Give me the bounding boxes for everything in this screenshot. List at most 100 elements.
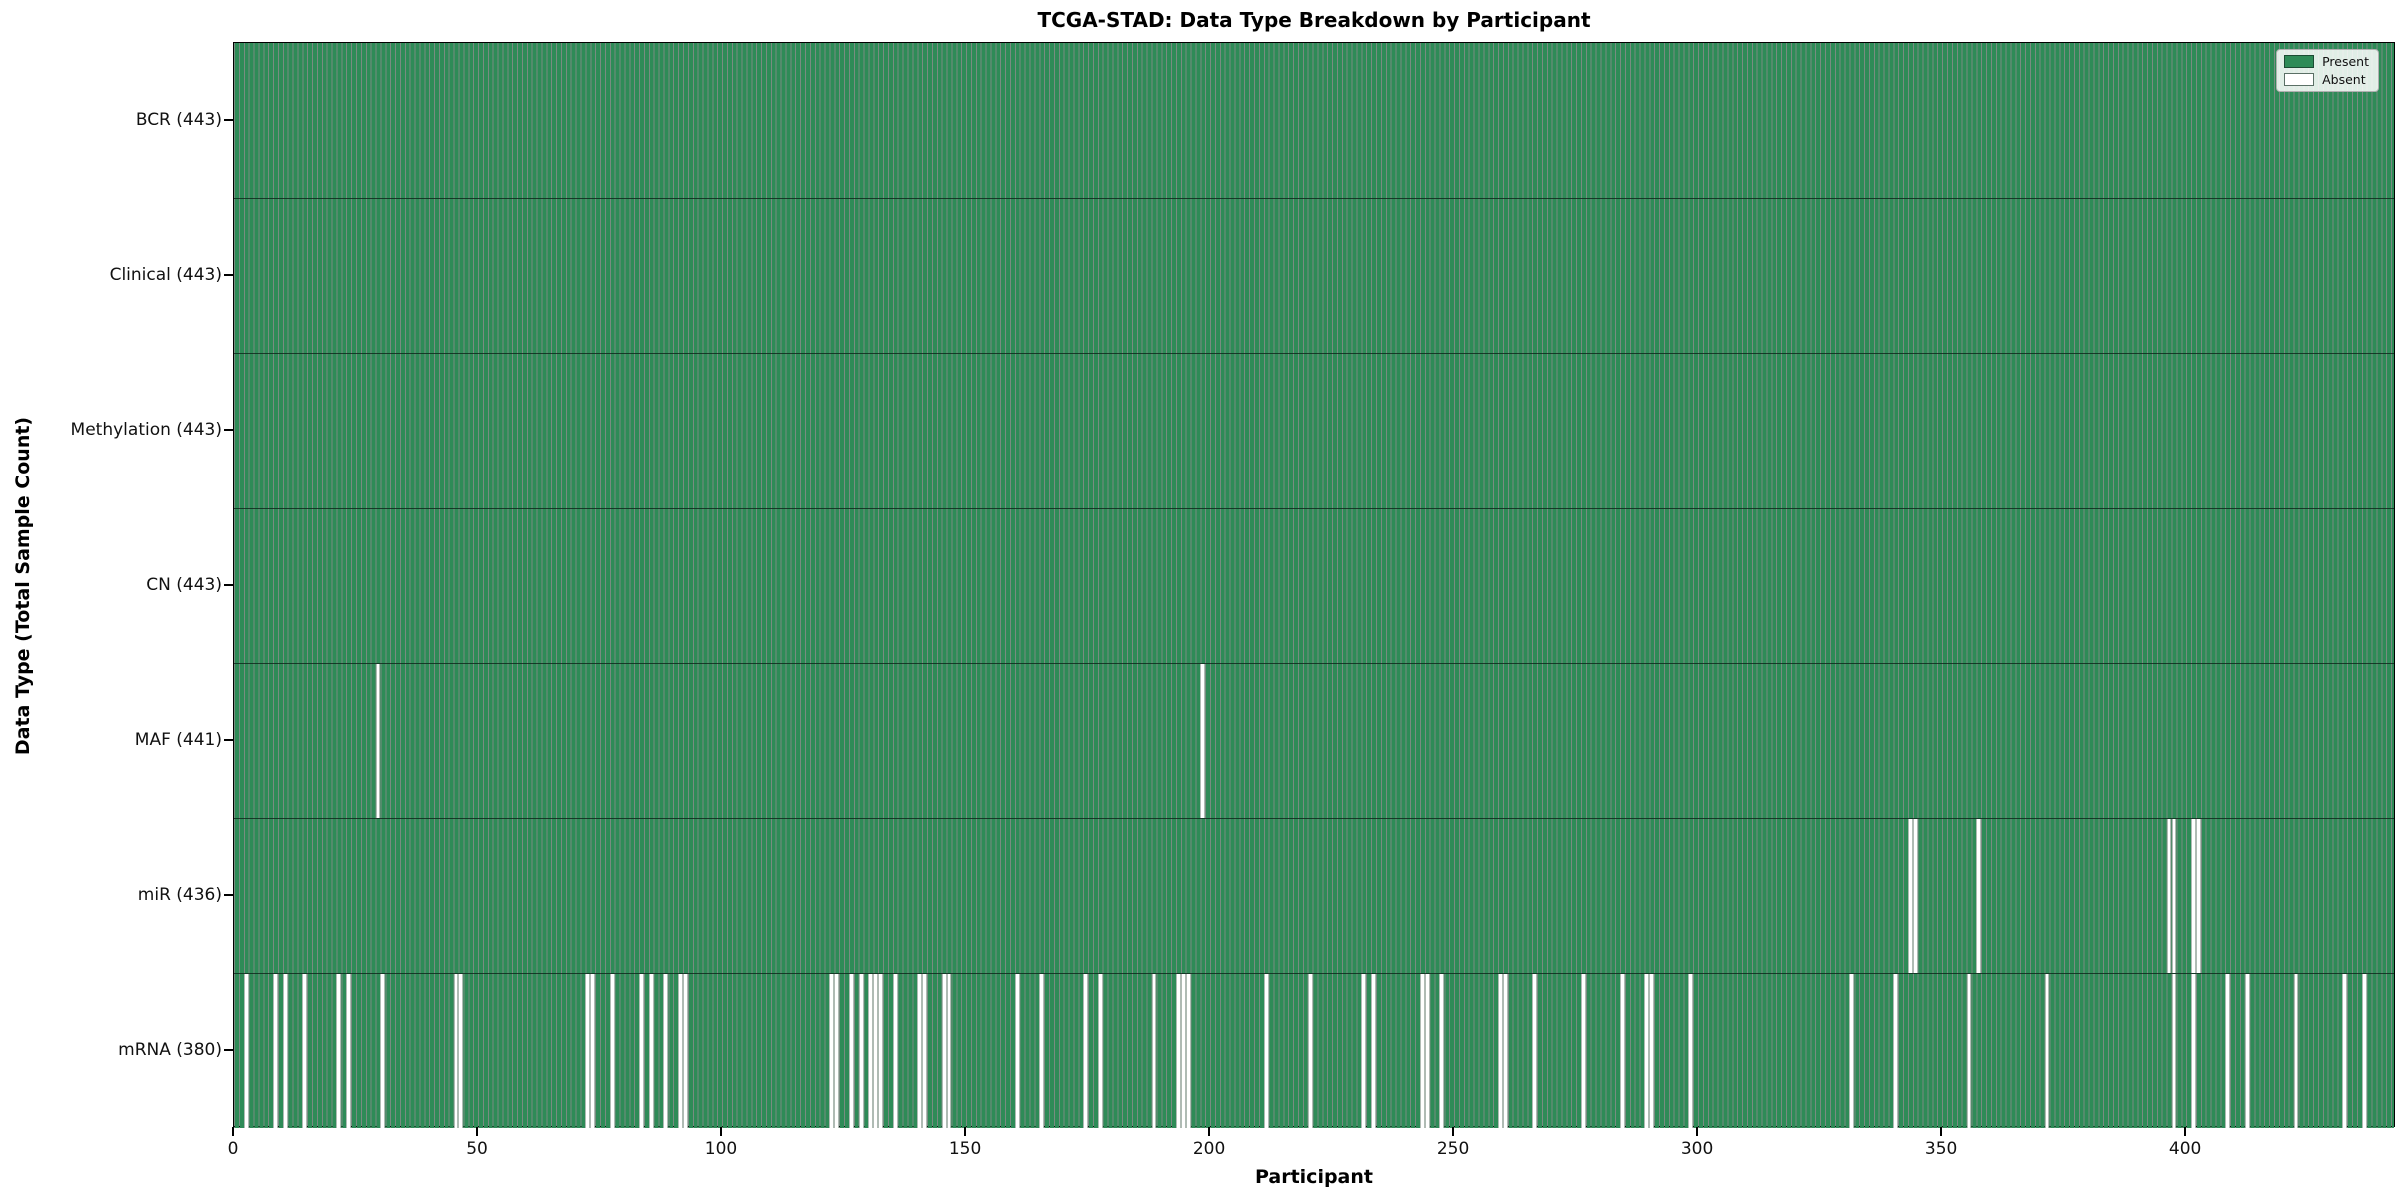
absent-stripe — [873, 974, 879, 1128]
legend-absent-label: Absent — [2322, 72, 2366, 87]
absent-stripe — [663, 974, 669, 1128]
absent-stripe — [2361, 974, 2367, 1128]
legend: Present Absent — [2276, 49, 2379, 92]
absent-stripe — [1361, 974, 1367, 1128]
absent-stripe — [1371, 974, 1376, 1128]
ytick-label-maf: MAF (441) — [134, 729, 222, 750]
absent-swatch — [2284, 73, 2315, 86]
absent-stripe — [1907, 819, 1913, 973]
absent-stripe — [1688, 974, 1694, 1128]
absent-stripe — [1097, 974, 1103, 1128]
absent-stripe — [585, 974, 591, 1128]
ytick-mark — [224, 893, 233, 896]
absent-stripe — [302, 974, 308, 1128]
absent-stripe — [1185, 974, 1191, 1128]
absent-stripe — [848, 974, 854, 1128]
ytick-mark — [224, 273, 233, 276]
row-mrna — [234, 973, 2394, 1128]
row-mir — [234, 818, 2394, 973]
absent-stripe — [1580, 974, 1586, 1128]
absent-stripe — [829, 974, 835, 1128]
ytick-mark — [224, 118, 233, 121]
absent-stripe — [2044, 974, 2050, 1128]
ytick-label-cn: CN (443) — [146, 574, 222, 595]
absent-stripe — [1424, 974, 1430, 1128]
ytick-label-mrna: mRNA (380) — [118, 1039, 222, 1060]
absent-stripe — [1502, 974, 1508, 1128]
absent-stripe — [1419, 974, 1425, 1128]
absent-stripe — [609, 974, 615, 1128]
x-axis-label: Participant — [1254, 1166, 1373, 1188]
absent-stripe — [282, 974, 288, 1128]
absent-stripe — [1200, 664, 1206, 818]
absent-stripe — [2191, 974, 2196, 1128]
absent-stripe — [892, 974, 898, 1128]
absent-stripe — [1175, 974, 1181, 1128]
xtick-label-50: 50 — [466, 1139, 488, 1159]
absent-stripe — [1649, 974, 1655, 1128]
absent-stripe — [1039, 974, 1045, 1128]
absent-stripe — [639, 974, 644, 1128]
absent-stripe — [834, 974, 840, 1128]
absent-stripe — [380, 974, 386, 1128]
absent-stripe — [1498, 974, 1503, 1128]
absent-stripe — [590, 974, 596, 1128]
absent-stripe — [458, 974, 464, 1128]
legend-entry-present: Present — [2284, 55, 2369, 68]
absent-stripe — [917, 974, 923, 1128]
xtick-mark — [964, 1127, 967, 1136]
absent-stripe — [858, 974, 864, 1128]
absent-stripe — [1151, 974, 1157, 1128]
ytick-mark — [224, 583, 233, 586]
absent-stripe — [868, 974, 874, 1128]
xtick-label-200: 200 — [1192, 1139, 1226, 1159]
absent-stripe — [946, 974, 952, 1128]
ytick-mark — [224, 738, 233, 741]
absent-stripe — [346, 974, 352, 1128]
plot-area: Present Absent — [233, 42, 2395, 1128]
absent-stripe — [1966, 974, 1972, 1128]
absent-stripe — [2195, 819, 2201, 973]
xtick-mark — [232, 1127, 234, 1136]
legend-entry-absent: Absent — [2284, 73, 2369, 86]
absent-stripe — [1620, 974, 1625, 1128]
xtick-mark — [1940, 1127, 1943, 1136]
row-maf — [234, 663, 2394, 818]
row-methylation — [234, 353, 2394, 508]
absent-stripe — [453, 974, 459, 1128]
ytick-label-methylation: Methylation (443) — [70, 419, 222, 440]
absent-stripe — [243, 974, 249, 1128]
ytick-label-bcr: BCR (443) — [135, 109, 222, 130]
absent-stripe — [273, 974, 278, 1128]
xtick-label-300: 300 — [1680, 1139, 1714, 1159]
absent-stripe — [1083, 974, 1089, 1128]
absent-stripe — [1644, 974, 1650, 1128]
absent-stripe — [2171, 974, 2177, 1128]
absent-stripe — [922, 974, 927, 1128]
absent-stripe — [878, 974, 884, 1128]
presence-matrix — [234, 43, 2394, 1128]
xtick-label-0: 0 — [227, 1139, 239, 1159]
absent-stripe — [2171, 819, 2177, 973]
absent-stripe — [682, 974, 688, 1128]
absent-stripe — [2191, 819, 2196, 973]
absent-stripe — [1893, 974, 1899, 1128]
absent-stripe — [2342, 974, 2348, 1128]
xtick-label-150: 150 — [948, 1139, 982, 1159]
absent-stripe — [2244, 974, 2250, 1128]
absent-stripe — [1976, 819, 1982, 973]
absent-stripe — [2293, 974, 2299, 1128]
xtick-mark — [476, 1127, 479, 1136]
absent-stripe — [678, 974, 683, 1128]
absent-stripe — [1912, 819, 1918, 973]
ytick-mark — [224, 428, 233, 431]
absent-stripe — [336, 974, 342, 1128]
ytick-label-clinical: Clinical (443) — [109, 264, 222, 285]
ytick-label-mir: miR (436) — [137, 884, 222, 905]
xtick-mark — [2184, 1127, 2187, 1136]
row-cn — [234, 508, 2394, 663]
absent-stripe — [1263, 974, 1269, 1128]
xtick-mark — [1452, 1127, 1455, 1136]
absent-stripe — [1849, 974, 1855, 1128]
